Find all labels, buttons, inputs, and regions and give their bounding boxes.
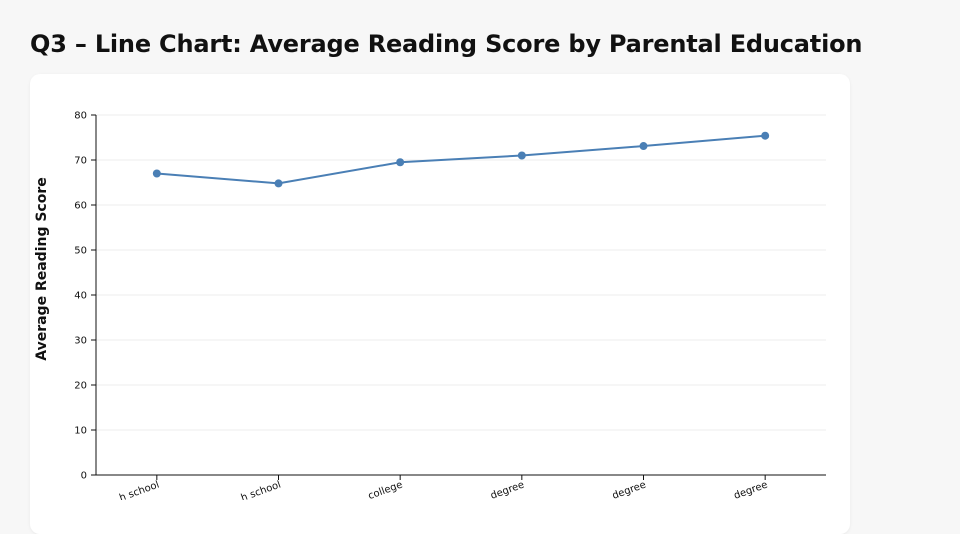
- y-axis-title: Average Reading Score: [34, 177, 50, 361]
- y-tick-label: 50: [74, 246, 87, 257]
- x-tick-label: college: [367, 479, 404, 502]
- y-tick-label: 10: [74, 426, 87, 437]
- chart-card: 0 10 20 30 40 50 60 70 80 h school h school colleg…: [30, 74, 850, 534]
- data-point[interactable]: [274, 179, 283, 188]
- data-point[interactable]: [396, 158, 405, 167]
- data-point[interactable]: [639, 142, 648, 151]
- y-tick-label: 0: [81, 471, 87, 482]
- x-tick-label: degree: [732, 479, 769, 501]
- page-title: Q3 – Line Chart: Average Reading Score b…: [30, 30, 863, 58]
- y-tick-label: 60: [74, 201, 87, 212]
- series-line: [156, 134, 766, 185]
- data-point[interactable]: [152, 169, 161, 178]
- y-tick-label: 40: [74, 291, 87, 302]
- data-point[interactable]: [761, 131, 770, 140]
- y-tick-label: 70: [74, 156, 87, 167]
- y-tick-label: 20: [74, 381, 87, 392]
- y-tick-label: 30: [74, 336, 87, 347]
- x-tick-label: h school: [118, 479, 161, 504]
- data-point[interactable]: [517, 151, 526, 160]
- line-chart: 0 10 20 30 40 50 60 70 80 h school h school colleg…: [34, 111, 826, 504]
- y-tick-label: 80: [74, 111, 87, 122]
- x-tick-label: degree: [611, 479, 648, 501]
- x-tick-label: h school: [240, 479, 283, 504]
- x-tick-label: degree: [489, 479, 526, 501]
